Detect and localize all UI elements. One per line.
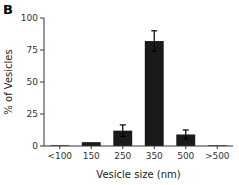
y-axis xyxy=(44,18,45,146)
x-tick-label: 250 xyxy=(114,151,131,161)
x-tick-label: 350 xyxy=(146,151,163,161)
y-axis-label: % of Vesicles xyxy=(3,49,14,114)
bar xyxy=(145,41,164,146)
x-tick xyxy=(217,146,218,149)
error-bar-line xyxy=(183,129,189,130)
error-bar xyxy=(183,130,189,139)
error-bar-line xyxy=(120,136,126,137)
x-tick xyxy=(91,146,92,149)
x-tick-label: >500 xyxy=(205,151,230,161)
y-tick-label: 0 xyxy=(32,141,38,151)
error-bar-line xyxy=(120,124,126,125)
panel-label: B xyxy=(3,2,13,17)
error-bar-line xyxy=(183,138,189,139)
error-bar-line xyxy=(154,31,155,51)
chart-container: 0 25 50 75 100 <100 150 250 350 500 >500 Vesicle si… xyxy=(0,0,239,185)
chart: 0 25 50 75 100 <100 150 250 350 500 >500 Vesicle si… xyxy=(0,0,239,185)
error-bar xyxy=(120,125,126,137)
y-tick-label: 100 xyxy=(21,13,38,23)
y-tick xyxy=(40,146,44,147)
bar xyxy=(82,142,101,146)
bars xyxy=(50,31,226,146)
error-bar xyxy=(151,31,157,51)
x-axis-label: Vesicle size (nm) xyxy=(96,169,180,180)
x-axis xyxy=(44,146,233,147)
y-tick-label: 50 xyxy=(27,77,39,87)
x-tick xyxy=(59,146,60,149)
x-tick-label: <100 xyxy=(47,151,72,161)
y-tick xyxy=(40,18,44,19)
error-bar-line xyxy=(122,125,123,137)
x-tick xyxy=(154,146,155,149)
y-tick xyxy=(40,114,44,115)
y-tick-label: 25 xyxy=(27,109,38,119)
x-tick xyxy=(122,146,123,149)
y-tick xyxy=(40,50,44,51)
x-tick-label: 150 xyxy=(83,151,100,161)
x-tick xyxy=(185,146,186,149)
y-tick-label: 75 xyxy=(27,45,38,55)
error-bar-line xyxy=(151,30,157,31)
error-bar-line xyxy=(151,51,157,52)
x-tick-label: 500 xyxy=(177,151,194,161)
error-bar-line xyxy=(185,130,186,139)
y-tick xyxy=(40,82,44,83)
